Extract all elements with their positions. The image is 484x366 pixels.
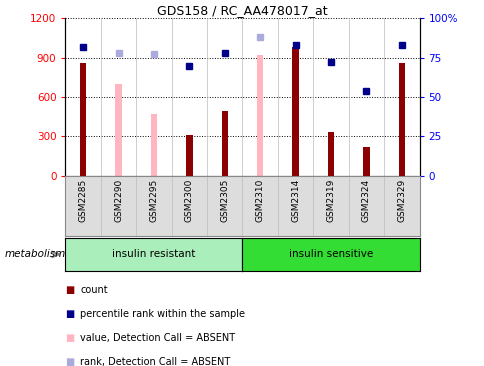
Bar bbox=[292, 47, 298, 176]
Text: metabolism: metabolism bbox=[5, 249, 66, 259]
Text: GSM2305: GSM2305 bbox=[220, 179, 229, 222]
Text: ■: ■ bbox=[65, 309, 75, 319]
Bar bbox=[80, 63, 86, 176]
Text: GSM2319: GSM2319 bbox=[326, 179, 335, 222]
Bar bbox=[327, 132, 333, 176]
Bar bbox=[186, 135, 192, 176]
Text: GSM2314: GSM2314 bbox=[290, 179, 300, 222]
Text: insulin resistant: insulin resistant bbox=[112, 249, 195, 259]
Text: GSM2310: GSM2310 bbox=[255, 179, 264, 222]
Bar bbox=[398, 63, 404, 176]
Text: GSM2295: GSM2295 bbox=[149, 179, 158, 222]
Text: ■: ■ bbox=[65, 333, 75, 343]
Bar bbox=[363, 147, 369, 176]
Text: GSM2290: GSM2290 bbox=[114, 179, 123, 222]
Text: ■: ■ bbox=[65, 285, 75, 295]
Bar bbox=[257, 55, 263, 176]
Bar bbox=[151, 114, 157, 176]
Text: GSM2329: GSM2329 bbox=[396, 179, 406, 222]
Bar bbox=[221, 111, 227, 176]
Text: GSM2300: GSM2300 bbox=[184, 179, 194, 222]
Text: rank, Detection Call = ABSENT: rank, Detection Call = ABSENT bbox=[80, 357, 230, 366]
Title: GDS158 / RC_AA478017_at: GDS158 / RC_AA478017_at bbox=[157, 4, 327, 17]
Text: value, Detection Call = ABSENT: value, Detection Call = ABSENT bbox=[80, 333, 235, 343]
Text: GSM2285: GSM2285 bbox=[78, 179, 88, 222]
Text: count: count bbox=[80, 285, 107, 295]
Text: insulin sensitive: insulin sensitive bbox=[288, 249, 372, 259]
Text: GSM2324: GSM2324 bbox=[361, 179, 370, 222]
Bar bbox=[115, 84, 121, 176]
Text: ■: ■ bbox=[65, 357, 75, 366]
Text: percentile rank within the sample: percentile rank within the sample bbox=[80, 309, 244, 319]
